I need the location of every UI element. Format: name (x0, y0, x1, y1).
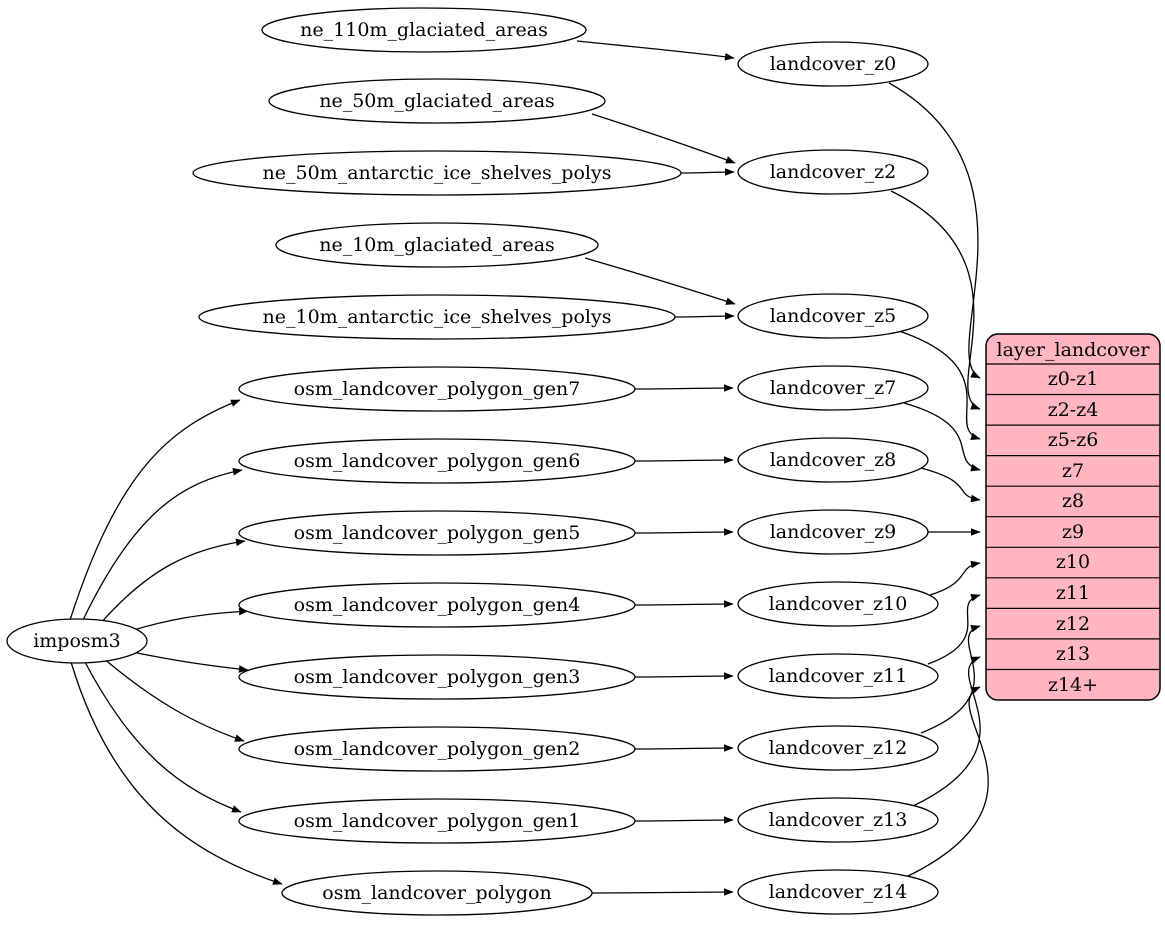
table-row-z7: z7 (1062, 460, 1084, 482)
node-label: landcover_z14 (769, 881, 908, 903)
table-row-z12: z12 (1056, 613, 1090, 635)
table-row-z9: z9 (1062, 521, 1084, 543)
node-landcover_z7: landcover_z7 (737, 365, 929, 411)
node-ne_50m_antarctic_ice_shelves_polys: ne_50m_antarctic_ice_shelves_polys (192, 150, 682, 196)
edge-osm_landcover_polygon_gen1-landcover_z13 (634, 816, 734, 824)
node-label: osm_landcover_polygon_gen3 (294, 666, 581, 688)
node-label: landcover_z10 (769, 593, 908, 615)
edge-ne_110m_glaciated_areas-landcover_z0 (576, 40, 735, 61)
node-label: landcover_z7 (770, 377, 897, 399)
edge-osm_landcover_polygon_gen7-landcover_z7 (634, 384, 734, 392)
node-label: osm_landcover_polygon (322, 882, 551, 904)
node-osm_landcover_polygon_gen7: osm_landcover_polygon_gen7 (238, 366, 636, 412)
table-row-z5-z6: z5-z6 (1048, 429, 1099, 451)
edge-landcover_z0-row-z0-z1 (888, 82, 981, 379)
node-landcover_z5: landcover_z5 (737, 293, 929, 339)
edge-landcover_z13-row-z13 (912, 656, 981, 807)
node-landcover_z13: landcover_z13 (737, 797, 939, 843)
node-label: ne_50m_glaciated_areas (319, 90, 555, 112)
node-label: osm_landcover_polygon_gen7 (294, 378, 581, 400)
node-osm_landcover_polygon_gen1: osm_landcover_polygon_gen1 (238, 798, 636, 844)
node-osm_landcover_polygon_gen6: osm_landcover_polygon_gen6 (238, 438, 636, 484)
node-osm_landcover_polygon: osm_landcover_polygon (281, 870, 593, 916)
table-layer_landcover: layer_landcover z0-z1 z2-z4 z5-z6 z7 z8 … (985, 333, 1161, 701)
edge-imposm3-osm_landcover_polygon (70, 661, 283, 885)
node-label: landcover_z9 (770, 521, 897, 543)
edge-osm_landcover_polygon_gen6-landcover_z8 (634, 456, 734, 464)
table-row-z14plus: z14+ (1048, 674, 1098, 696)
edge-ne_10m_antarctic_ice_shelves_polys-landcover_z5 (674, 312, 735, 320)
node-label: landcover_z8 (770, 449, 897, 471)
node-label: landcover_z13 (769, 809, 908, 831)
edge-imposm3-osm_landcover_polygon_gen1 (84, 661, 242, 813)
edge-ne_50m_glaciated_areas-landcover_z2 (591, 113, 736, 164)
node-label: landcover_z12 (769, 737, 908, 759)
node-osm_landcover_polygon_gen5: osm_landcover_polygon_gen5 (238, 510, 636, 556)
node-label: osm_landcover_polygon_gen2 (294, 738, 581, 760)
node-label: landcover_z11 (769, 665, 908, 687)
node-label: ne_110m_glaciated_areas (300, 19, 548, 41)
table-row-z2-z4: z2-z4 (1048, 399, 1099, 421)
edge-imposm3-osm_landcover_polygon_gen3 (131, 651, 249, 673)
node-label: landcover_z2 (770, 161, 897, 183)
edge-imposm3-osm_landcover_polygon_gen4 (129, 607, 249, 632)
node-landcover_z8: landcover_z8 (737, 437, 929, 483)
edge-landcover_z10-row-z10 (929, 560, 981, 596)
node-label: ne_10m_antarctic_ice_shelves_polys (263, 306, 612, 328)
node-landcover_z9: landcover_z9 (737, 509, 929, 555)
node-label: landcover_z5 (770, 305, 897, 327)
node-landcover_z11: landcover_z11 (737, 653, 939, 699)
edge-osm_landcover_polygon-landcover_z14 (591, 888, 734, 896)
node-label: osm_landcover_polygon_gen1 (294, 810, 581, 832)
node-ne_10m_glaciated_areas: ne_10m_glaciated_areas (275, 222, 599, 268)
edge-landcover_z14-row-z14 (905, 686, 989, 878)
edge-ne_10m_glaciated_areas-landcover_z5 (584, 257, 736, 305)
edge-osm_landcover_polygon_gen4-landcover_z10 (634, 600, 734, 608)
node-landcover_z14: landcover_z14 (737, 869, 939, 915)
table-row-z0-z1: z0-z1 (1048, 368, 1099, 390)
node-label: ne_10m_glaciated_areas (319, 234, 555, 256)
edge-imposm3-osm_landcover_polygon_gen2 (102, 657, 245, 742)
edge-imposm3-osm_landcover_polygon_gen7 (69, 399, 241, 621)
node-ne_50m_glaciated_areas: ne_50m_glaciated_areas (268, 78, 606, 124)
node-ne_110m_glaciated_areas: ne_110m_glaciated_areas (261, 7, 587, 53)
edge-imposm3-osm_landcover_polygon_gen5 (99, 538, 246, 625)
edge-landcover_z8-row-z8 (920, 467, 981, 503)
edge-landcover_z5-row-z5-z6 (895, 329, 981, 440)
node-label: landcover_z0 (770, 53, 897, 75)
table-row-z8: z8 (1062, 490, 1084, 512)
node-label: imposm3 (33, 630, 121, 652)
table-row-z13: z13 (1056, 643, 1090, 665)
node-osm_landcover_polygon_gen3: osm_landcover_polygon_gen3 (238, 654, 636, 700)
node-label: osm_landcover_polygon_gen5 (294, 522, 581, 544)
edge-imposm3-osm_landcover_polygon_gen6 (82, 468, 243, 621)
edge-landcover_z12-row-z12 (920, 625, 981, 734)
node-osm_landcover_polygon_gen2: osm_landcover_polygon_gen2 (238, 726, 636, 772)
edge-osm_landcover_polygon_gen2-landcover_z12 (634, 744, 734, 752)
node-imposm3: imposm3 (6, 618, 148, 664)
edge-landcover_z7-row-z7 (903, 402, 981, 472)
edge-landcover_z2-row-z2-z4 (890, 190, 981, 410)
node-label: ne_50m_antarctic_ice_shelves_polys (263, 162, 612, 184)
edge-osm_landcover_polygon_gen3-landcover_z11 (634, 672, 734, 680)
table-title: layer_landcover (997, 339, 1151, 361)
edge-landcover_z11-row-z11 (927, 593, 981, 665)
node-landcover_z10: landcover_z10 (737, 581, 939, 627)
table-row-z11: z11 (1056, 582, 1090, 604)
node-label: osm_landcover_polygon_gen6 (294, 450, 581, 472)
table-row-z10: z10 (1056, 551, 1090, 573)
node-ne_10m_antarctic_ice_shelves_polys: ne_10m_antarctic_ice_shelves_polys (198, 294, 676, 340)
node-landcover_z12: landcover_z12 (737, 725, 939, 771)
node-label: osm_landcover_polygon_gen4 (294, 594, 581, 616)
edge-layer (69, 40, 989, 896)
node-landcover_z2: landcover_z2 (737, 149, 929, 195)
edge-ne_50m_antarctic_ice_shelves_polys-landcover_z2 (680, 168, 735, 176)
node-layer: ne_110m_glaciated_areas ne_50m_glaciated… (6, 7, 939, 916)
node-landcover_z0: landcover_z0 (737, 41, 929, 87)
node-osm_landcover_polygon_gen4: osm_landcover_polygon_gen4 (238, 582, 636, 628)
edge-osm_landcover_polygon_gen5-landcover_z9 (634, 528, 734, 536)
